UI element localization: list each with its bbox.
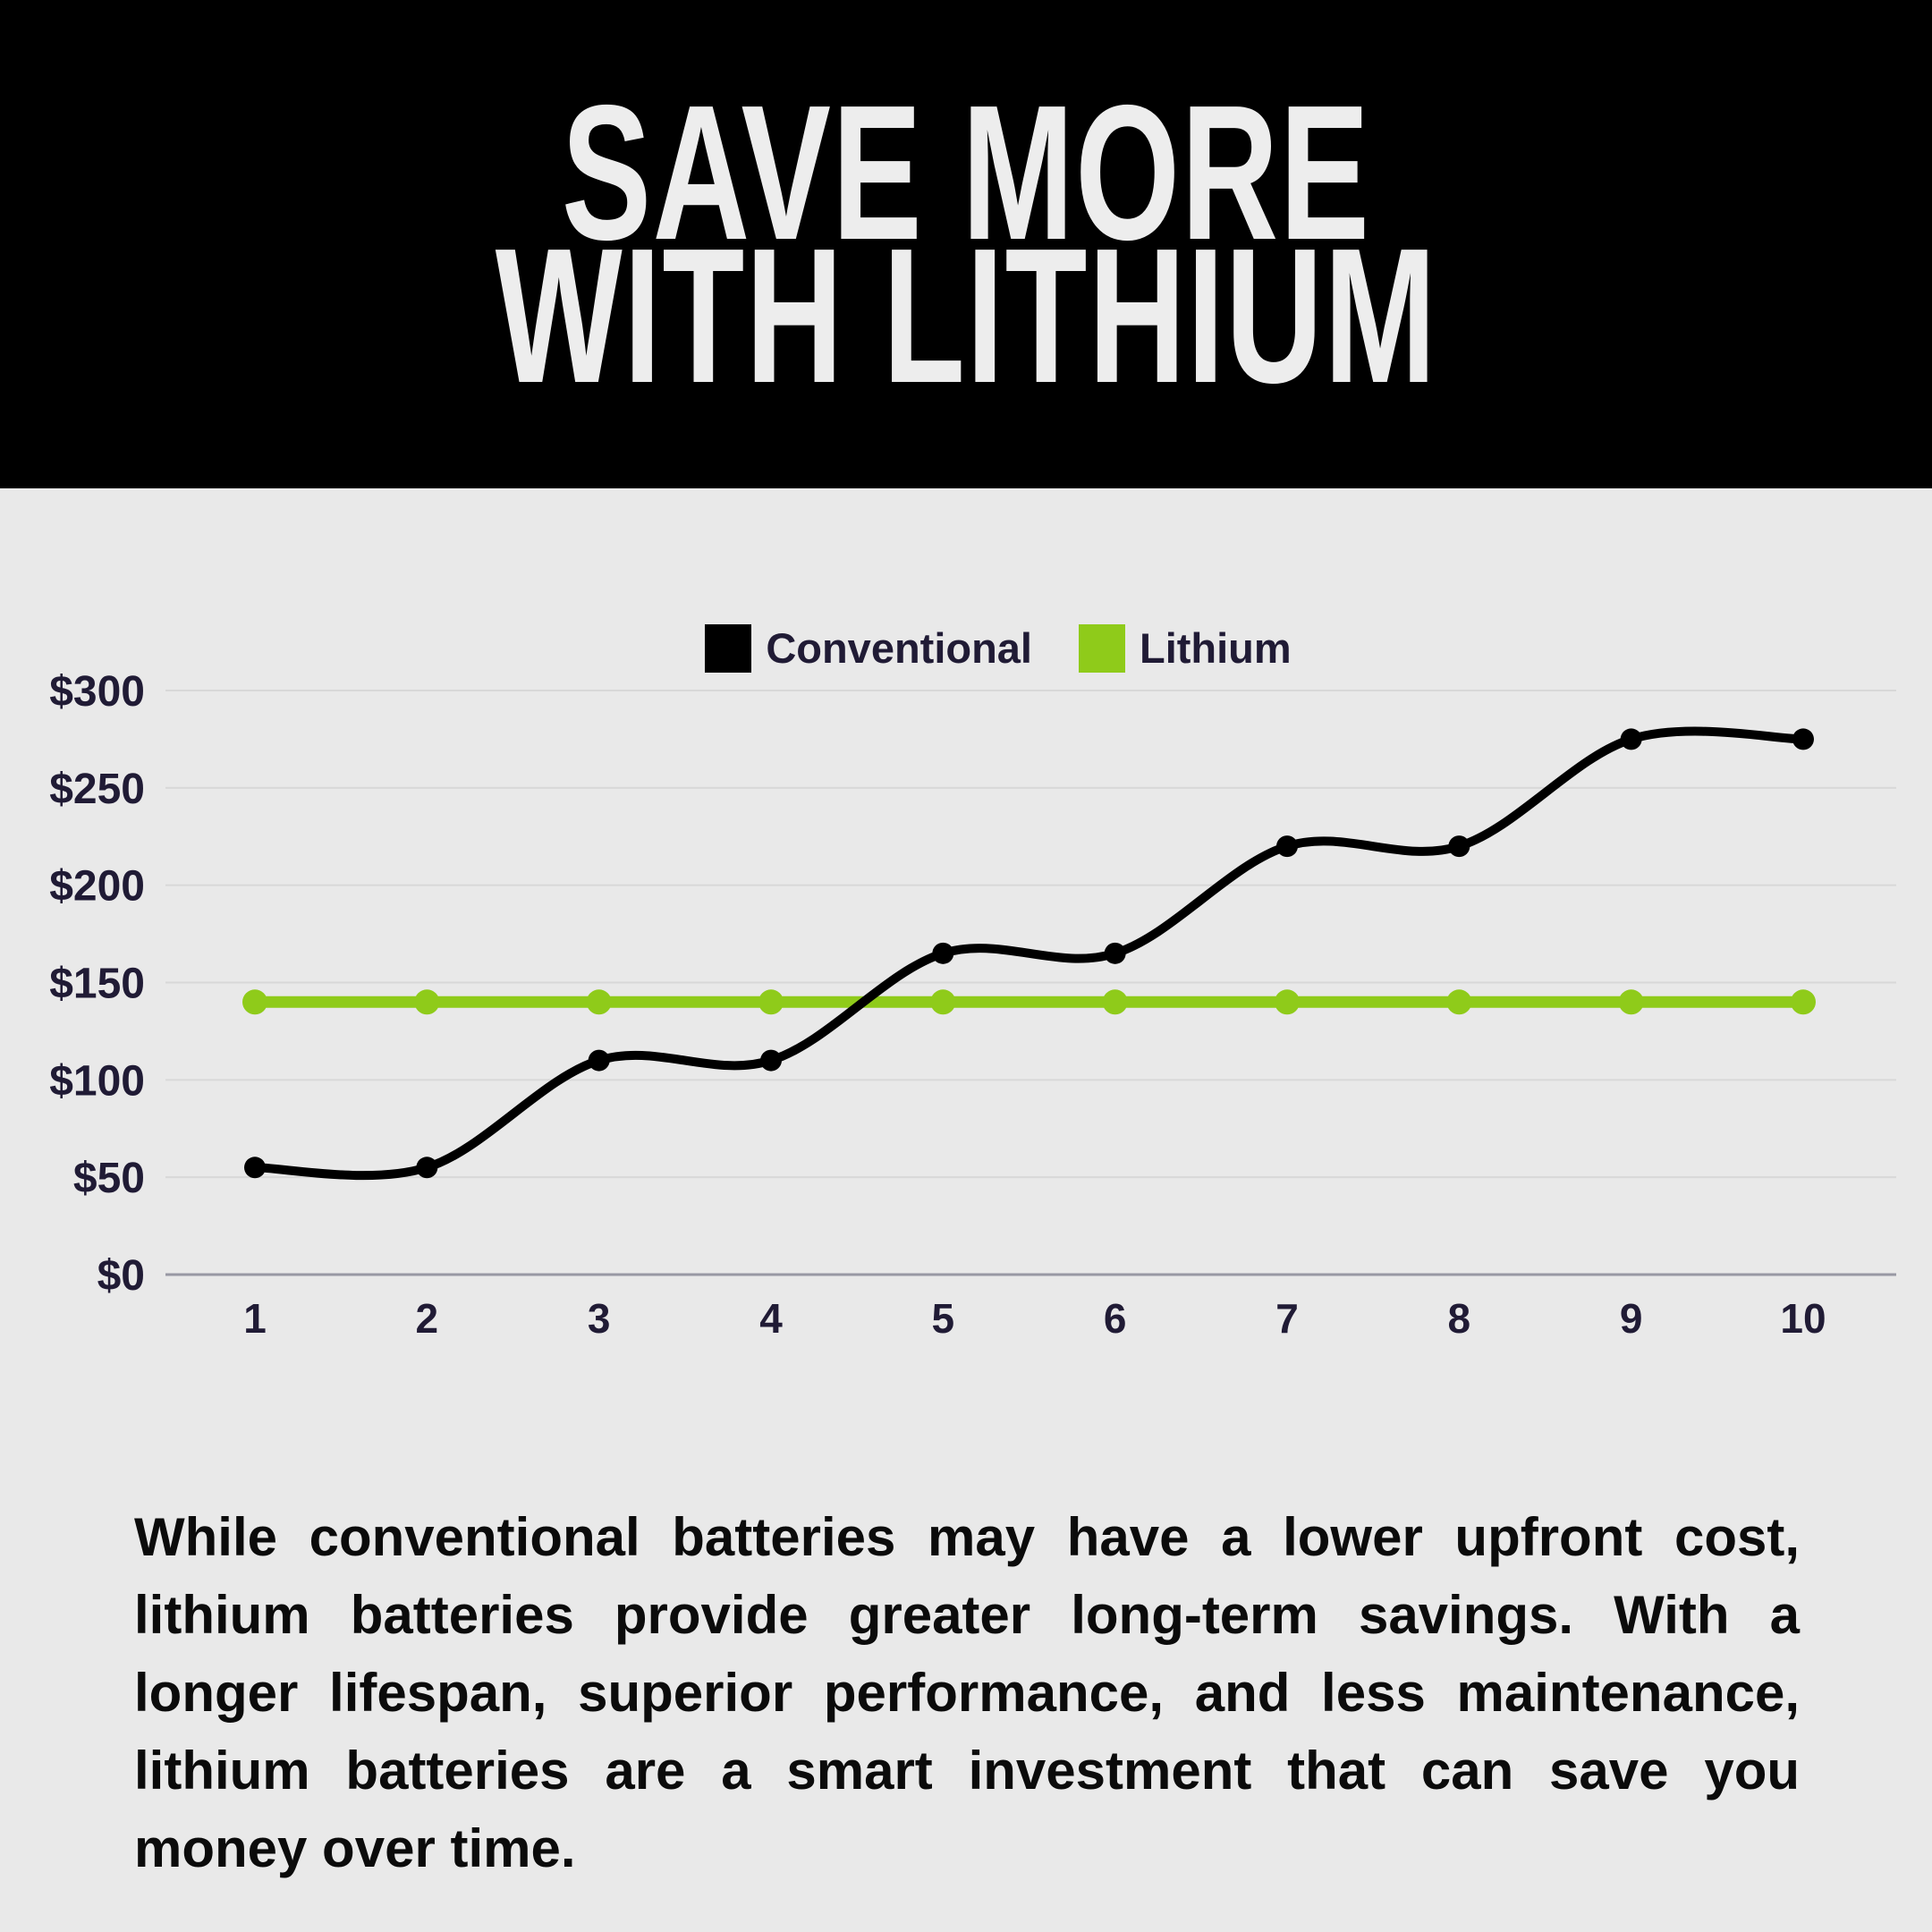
x-tick-label: 5 [932,1295,955,1342]
lithium-data-point [1618,989,1644,1015]
x-tick-label: 6 [1104,1295,1127,1342]
y-tick-label: $300 [49,668,145,716]
conventional-data-point [1276,835,1298,858]
conventional-data-point [1792,728,1814,750]
y-tick-label: $150 [49,961,145,1008]
y-tick-label: $50 [73,1155,145,1202]
lithium-data-point [1791,989,1816,1015]
legend-item-lithium: Lithium [1079,624,1292,673]
y-tick-label: $0 [97,1252,145,1300]
y-tick-label: $200 [49,863,145,911]
conventional-data-point [932,942,954,964]
x-tick-label: 4 [759,1295,783,1342]
x-tick-label: 7 [1275,1295,1299,1342]
page-title-line1: SAVE MORE [561,64,1371,280]
legend-label-conventional: Conventional [766,624,1032,672]
lithium-data-point [414,989,440,1015]
lithium-data-point [1275,989,1300,1015]
y-tick-label: $100 [49,1057,145,1105]
chart-legend: Conventional Lithium [32,624,1932,673]
x-tick-label: 10 [1780,1295,1826,1342]
lithium-data-point [758,989,784,1015]
x-tick-label: 9 [1620,1295,1643,1342]
x-tick-label: 8 [1448,1295,1471,1342]
x-tick-label: 1 [243,1295,267,1342]
page-title-line2: WITH LITHIUM [495,208,1437,423]
legend-item-conventional: Conventional [705,624,1032,673]
legend-label-lithium: Lithium [1140,624,1292,672]
conventional-data-point [1620,728,1642,750]
header-banner: SAVE MORE WITH LITHIUM [0,0,1932,488]
conventional-data-point [588,1049,610,1072]
lithium-data-point [586,989,612,1015]
savings-line-chart: $0 $50 $100 $150 $200 $250 $300 1 2 3 4 5 6 7 8 9 10 [49,668,1896,1342]
x-tick-label: 2 [416,1295,439,1342]
x-tick-label: 3 [588,1295,611,1342]
lithium-data-point [930,989,956,1015]
lithium-data-point [1102,989,1128,1015]
conventional-swatch-icon [705,624,752,673]
y-tick-label: $250 [49,766,145,813]
conventional-data-point [416,1157,438,1179]
conventional-data-point [244,1157,266,1179]
lithium-data-point [242,989,267,1015]
lithium-swatch-icon [1079,624,1125,673]
description-text: While conventional batteries may have a … [134,1507,1800,1878]
conventional-data-point [760,1049,782,1072]
lithium-data-point [1446,989,1472,1015]
conventional-data-point [1448,835,1470,858]
conventional-data-point [1104,942,1126,964]
conventional-line [250,726,1808,1181]
